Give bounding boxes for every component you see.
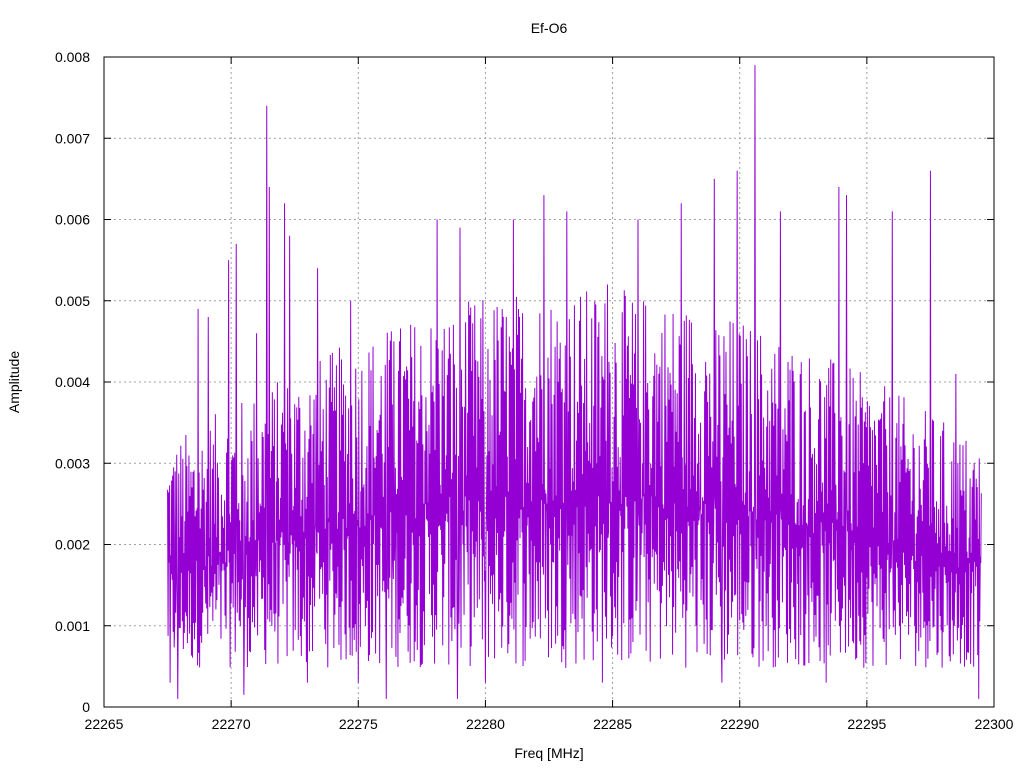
x-tick-label: 22265 [85,716,124,732]
y-tick-label: 0.005 [55,293,90,309]
x-tick-label: 22280 [466,716,505,732]
x-axis-label: Freq [MHz] [514,745,583,761]
x-tick-label: 22275 [339,716,378,732]
y-tick-label: 0.008 [55,49,90,65]
x-tick-label: 22300 [975,716,1014,732]
x-tick-label: 22285 [593,716,632,732]
y-tick-label: 0.002 [55,537,90,553]
y-axis-label: Amplitude [6,351,22,413]
y-tick-label: 0.006 [55,212,90,228]
series-line [167,65,982,699]
amplitude-trace [167,65,982,699]
y-tick-label: 0.001 [55,618,90,634]
y-tick-label: 0.007 [55,130,90,146]
y-tick-label: 0.004 [55,374,90,390]
y-tick-label: 0.003 [55,455,90,471]
x-tick-label: 22290 [720,716,759,732]
x-tick-label: 22270 [212,716,251,732]
x-tick-label: 22295 [847,716,886,732]
y-tick-label: 0 [82,699,90,715]
axis-ticks: 22265 22270 22275 22280 22285 22290 22295 22300… [55,49,1014,732]
chart-title: Ef-O6 [531,20,568,36]
